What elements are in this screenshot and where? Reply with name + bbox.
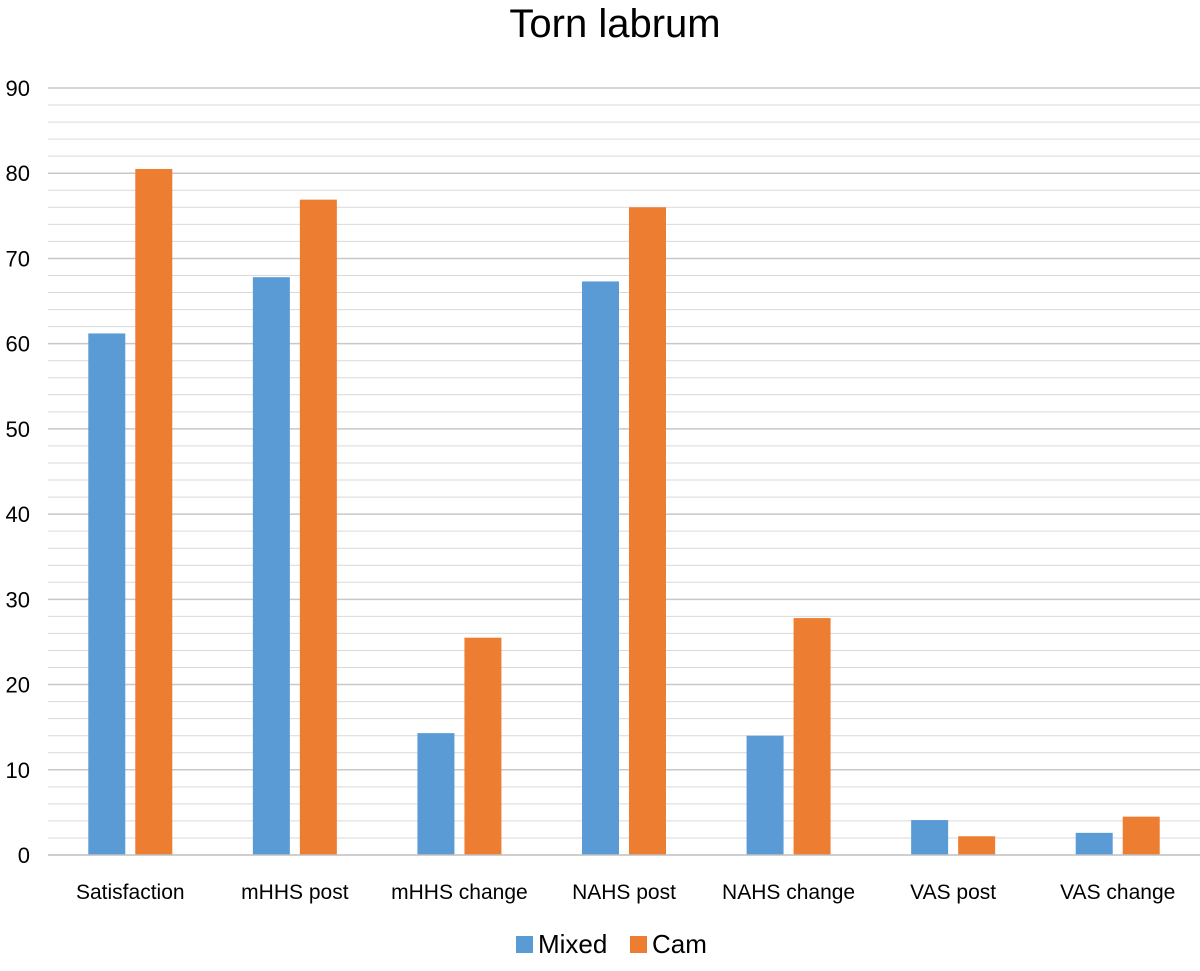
- legend-label-cam: Cam: [652, 929, 707, 959]
- bar-mixed-mhhs-post: [252, 277, 290, 855]
- x-category-label: mHHS post: [241, 881, 349, 904]
- bar-cam-nahs-post: [629, 207, 666, 856]
- x-category-label: Satisfaction: [76, 881, 185, 904]
- y-tick-label: 10: [6, 758, 30, 783]
- chart-title: Torn labrum: [509, 2, 720, 46]
- y-tick-label: 40: [6, 502, 30, 527]
- y-tick-label: 80: [6, 161, 30, 186]
- y-axis-tick-labels: 0 10 20 30 40 50 60 70 80 90: [6, 76, 30, 868]
- bar-cam-mhhs-post: [299, 199, 337, 855]
- legend-swatch-mixed: [516, 936, 533, 953]
- legend: Mixed Cam: [516, 929, 707, 959]
- bar-cam-vas-change: [1122, 816, 1160, 855]
- legend-swatch-cam: [630, 936, 647, 953]
- bar-cam-satisfaction: [135, 168, 173, 855]
- y-tick-label: 60: [6, 332, 30, 357]
- bar-mixed-vas-change: [1075, 832, 1113, 855]
- gridlines: [48, 87, 1200, 839]
- x-category-label: NAHS change: [722, 881, 855, 904]
- bar-mixed-nahs-post: [582, 281, 619, 855]
- y-tick-label: 30: [6, 587, 30, 612]
- y-tick-label: 20: [6, 673, 30, 698]
- bars: [88, 168, 1160, 856]
- bar-cam-vas-post: [958, 836, 996, 855]
- bar-cam-nahs-change: [793, 618, 831, 855]
- x-category-label: VAS post: [910, 881, 996, 904]
- x-category-label: NAHS post: [572, 881, 676, 904]
- bar-mixed-nahs-change: [746, 735, 784, 855]
- y-tick-label: 0: [18, 843, 30, 868]
- y-tick-label: 50: [6, 417, 30, 442]
- y-tick-label: 90: [6, 76, 30, 101]
- x-category-label: VAS change: [1060, 881, 1175, 904]
- bar-mixed-mhhs-change: [417, 733, 455, 855]
- legend-label-mixed: Mixed: [538, 929, 607, 959]
- x-axis-category-labels: Satisfaction mHHS post mHHS change NAHS pos…: [76, 881, 1175, 904]
- bar-cam-mhhs-change: [464, 637, 502, 855]
- y-tick-label: 70: [6, 246, 30, 271]
- bar-mixed-vas-post: [911, 820, 949, 855]
- x-category-label: mHHS change: [391, 881, 528, 904]
- bar-mixed-satisfaction: [88, 333, 126, 855]
